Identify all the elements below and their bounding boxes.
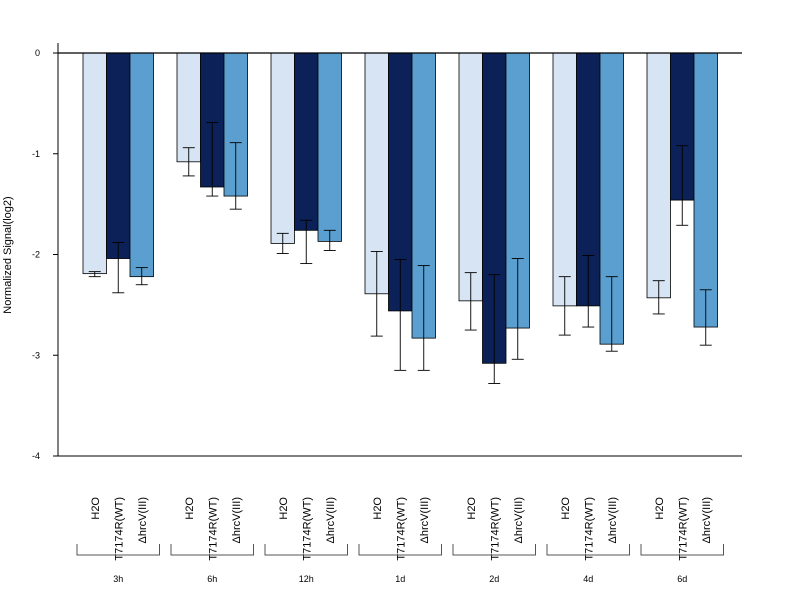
x-tick-label: T7174R(WT) bbox=[207, 497, 219, 561]
group-bracket bbox=[452, 544, 536, 556]
x-tick-label: H2O bbox=[560, 497, 572, 520]
error-bars bbox=[88, 122, 712, 384]
bar bbox=[693, 52, 718, 328]
bar bbox=[270, 52, 295, 244]
group-label: 6d bbox=[677, 574, 687, 584]
x-tick-label: T7174R(WT) bbox=[113, 497, 125, 561]
y-tick-label: -3 bbox=[32, 350, 40, 360]
x-tick-label: ΔhrcV(III) bbox=[419, 497, 431, 543]
bar bbox=[646, 52, 671, 299]
x-tick-label: H2O bbox=[466, 497, 478, 520]
x-tick-label: H2O bbox=[372, 497, 384, 520]
bar bbox=[176, 52, 201, 163]
x-tick-label: H2O bbox=[654, 497, 666, 520]
group-label: 12h bbox=[299, 574, 314, 584]
x-tick-label: ΔhrcV(III) bbox=[325, 497, 337, 543]
x-tick-label: T7174R(WT) bbox=[301, 497, 313, 561]
bar bbox=[106, 52, 131, 259]
bar bbox=[129, 52, 154, 278]
y-tick-label: -2 bbox=[32, 250, 40, 260]
bar bbox=[82, 52, 107, 275]
y-tick-label: 0 bbox=[35, 48, 40, 58]
group-label: 2d bbox=[489, 574, 499, 584]
group-bracket bbox=[76, 544, 160, 556]
y-axis: 0 -1 -2 -3 -4 bbox=[32, 43, 59, 461]
group-bracket bbox=[640, 544, 724, 556]
x-tick-label: ΔhrcV(III) bbox=[137, 497, 149, 543]
x-tick-label: T7174R(WT) bbox=[677, 497, 689, 561]
group-bracket bbox=[170, 544, 254, 556]
y-tick-label: -4 bbox=[32, 451, 40, 461]
x-tick-label: ΔhrcV(III) bbox=[701, 497, 713, 543]
x-tick-label: H2O bbox=[184, 497, 196, 520]
y-axis-label: Normalized Signal(log2) bbox=[2, 196, 14, 313]
x-tick-label: H2O bbox=[278, 497, 290, 520]
x-tick-label: H2O bbox=[90, 497, 102, 520]
x-tick-label: ΔhrcV(III) bbox=[231, 497, 243, 543]
x-tick-label: T7174R(WT) bbox=[489, 497, 501, 561]
x-tick-label: ΔhrcV(III) bbox=[607, 497, 619, 543]
group-label: 3h bbox=[113, 574, 123, 584]
x-tick-label: T7174R(WT) bbox=[395, 497, 407, 561]
group-label: 1d bbox=[395, 574, 405, 584]
x-axis: H2O T7174R(WT) ΔhrcV(III) 3h H2O T7174R(WT) Δh… bbox=[58, 455, 742, 584]
group-bracket bbox=[264, 544, 348, 556]
group-label: 6h bbox=[207, 574, 217, 584]
x-tick-label: ΔhrcV(III) bbox=[513, 497, 525, 543]
x-tick-label: T7174R(WT) bbox=[583, 497, 595, 561]
bar bbox=[458, 52, 483, 302]
y-tick-label: -1 bbox=[32, 149, 40, 159]
bar bbox=[294, 52, 319, 231]
group-label: 4d bbox=[583, 574, 593, 584]
group-bracket bbox=[358, 544, 442, 556]
bars bbox=[58, 52, 742, 364]
group-bracket bbox=[546, 544, 630, 556]
bar bbox=[317, 52, 342, 242]
bar bbox=[552, 52, 577, 307]
